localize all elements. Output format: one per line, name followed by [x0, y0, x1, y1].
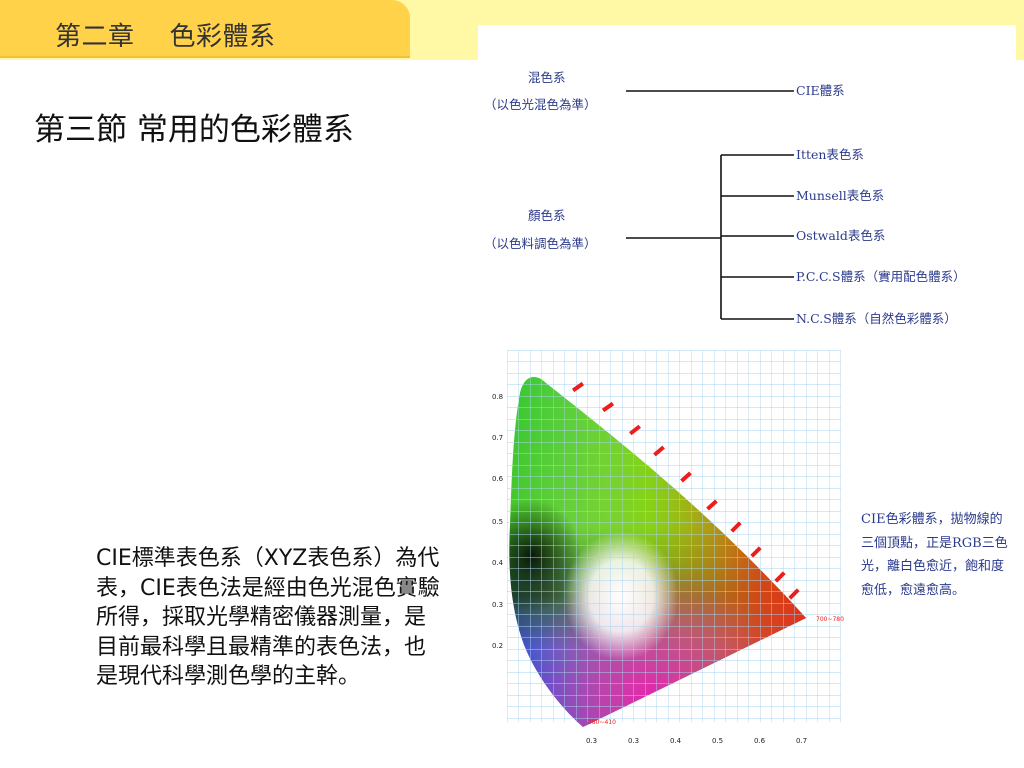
group2-name: 顏色系 — [528, 208, 566, 223]
y-tick: 0.4 — [492, 559, 504, 567]
chapter-tab: 第二章 色彩體系 — [0, 0, 410, 58]
body-text-end: 學測色學的主幹。 — [184, 664, 361, 689]
x-tick: 0.3 — [628, 737, 639, 745]
x-tick: 0.5 — [712, 737, 723, 745]
x-tick: 0.6 — [754, 737, 766, 745]
grid-overlay — [507, 350, 841, 722]
x-axis-ticks: 0.3 0.3 0.4 0.5 0.6 0.7 — [586, 737, 807, 745]
leaf-item: P.C.C.S體系（實用配色體系） — [796, 269, 966, 284]
cie-chromaticity-diagram: 700~780 380~410 0.8 0.7 0.6 0.5 0.4 0.3 … — [492, 350, 844, 745]
group1-leaf: CIE體系 — [796, 83, 845, 98]
leaf-item: N.C.S體系（自然色彩體系） — [796, 311, 957, 326]
group2-sub: （以色料調色為準） — [484, 236, 597, 251]
leaf-item: Ostwald表色系 — [796, 228, 885, 243]
group1-sub: （以色光混色為準） — [484, 97, 597, 112]
section-title: 第三節 常用的色彩體系 — [34, 112, 354, 148]
body-text: CIE標準表色系（XYZ表色系）為代表，CIE表色法是經由色光混色實驗所得，採取… — [96, 546, 440, 689]
wavelength-markers — [571, 381, 800, 600]
y-axis-ticks: 0.8 0.7 0.6 0.5 0.4 0.3 0.2 — [492, 393, 504, 650]
y-tick: 0.2 — [492, 642, 503, 650]
blue-end-label: 380~410 — [588, 719, 616, 726]
red-end-label: 700~780 — [816, 616, 844, 623]
y-tick: 0.8 — [492, 393, 503, 401]
leaf-item: Munsell表色系 — [796, 188, 884, 203]
x-tick: 0.3 — [586, 737, 597, 745]
chapter-title: 第二章 色彩體系 — [55, 22, 276, 52]
y-tick: 0.5 — [492, 518, 503, 526]
x-tick: 0.7 — [796, 737, 807, 745]
y-tick: 0.3 — [492, 601, 503, 609]
y-tick: 0.7 — [492, 434, 503, 442]
group1-name: 混色系 — [528, 70, 566, 85]
color-system-tree: 混色系 （以色光混色為準） CIE體系 顏色系 （以色料調色為準） Itten表… — [478, 25, 1016, 335]
x-tick: 0.4 — [670, 737, 682, 745]
y-tick: 0.6 — [492, 475, 504, 483]
body-paragraph: CIE標準表色系（XYZ表色系）為代表，CIE表色法是經由色光混色實驗所得，採取… — [96, 544, 441, 692]
cie-caption: CIE色彩體系，拋物線的三個頂點，正是RGB三色光，離白色愈近，飽和度愈低，愈遠… — [861, 512, 1008, 598]
leaf-item: Itten表色系 — [796, 147, 864, 162]
